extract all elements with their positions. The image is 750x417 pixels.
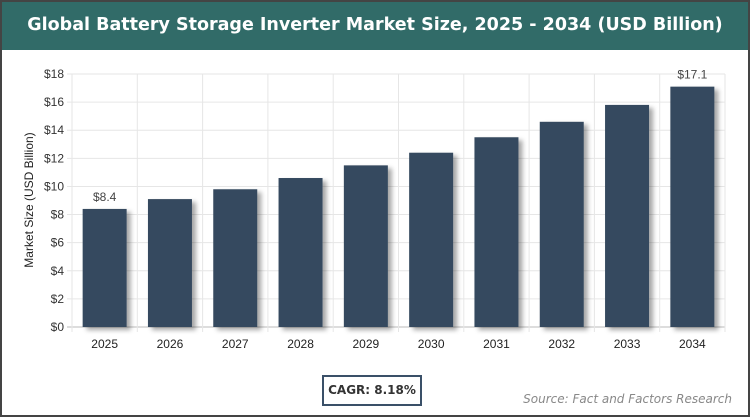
bar-2034 <box>670 86 715 328</box>
x-tick-label: 2030 <box>418 337 445 351</box>
source-note: Source: Fact and Factors Research <box>523 392 732 406</box>
x-tick-label: 2028 <box>287 337 314 351</box>
bar-2027 <box>213 189 258 327</box>
bar-2025 <box>82 208 127 327</box>
x-tick-label: 2031 <box>483 337 510 351</box>
bar-2033 <box>605 104 650 327</box>
y-tick-label: $8 <box>51 208 65 222</box>
x-tick-label: 2027 <box>222 337 249 351</box>
y-tick-label: $0 <box>51 320 65 334</box>
bar-2029 <box>343 165 388 327</box>
bar-2031 <box>474 137 519 327</box>
y-tick-label: $4 <box>51 264 65 278</box>
bar-2028 <box>278 178 323 327</box>
y-tick-label: $16 <box>44 95 64 109</box>
y-tick-label: $14 <box>44 123 64 137</box>
x-tick-label: 2026 <box>157 337 184 351</box>
y-tick-label: $10 <box>44 179 64 193</box>
y-tick-label: $18 <box>44 67 64 81</box>
x-tick-label: 2034 <box>679 337 706 351</box>
x-tick-label: 2032 <box>548 337 575 351</box>
cagr-badge: CAGR: 8.18% <box>322 375 422 406</box>
x-tick-label: 2033 <box>614 337 641 351</box>
bar-2026 <box>147 199 192 327</box>
y-tick-label: $6 <box>51 236 65 250</box>
y-tick-label: $2 <box>51 292 65 306</box>
chart-title: Global Battery Storage Inverter Market S… <box>2 2 748 50</box>
bar-2030 <box>409 152 454 327</box>
data-label: $8.4 <box>93 190 117 204</box>
x-tick-label: 2025 <box>91 337 118 351</box>
bar-2032 <box>539 121 584 328</box>
y-tick-label: $12 <box>44 151 64 165</box>
data-label: $17.1 <box>677 68 707 82</box>
x-tick-label: 2029 <box>352 337 379 351</box>
y-axis-label: Market Size (USD Billion) <box>22 132 36 267</box>
